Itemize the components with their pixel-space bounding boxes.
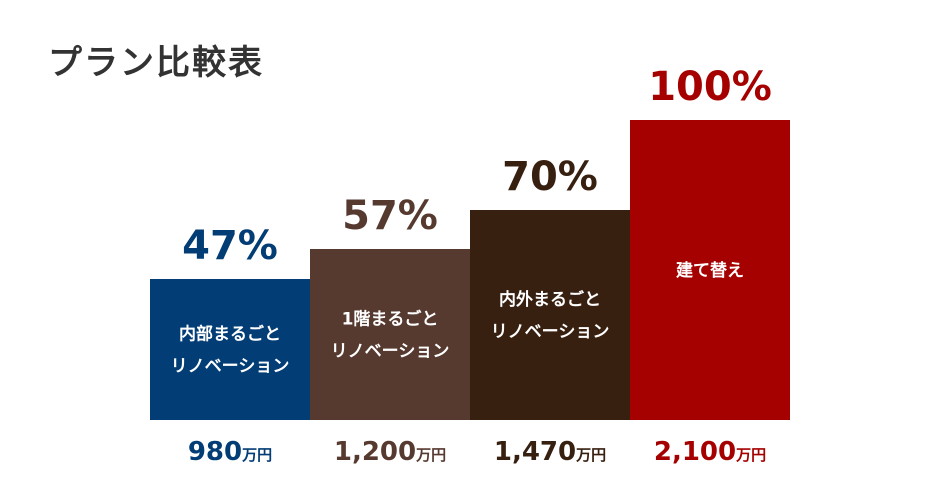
bar xyxy=(150,279,310,420)
price-label: 980万円 xyxy=(188,437,272,467)
price-unit: 万円 xyxy=(415,446,446,464)
price-unit: 万円 xyxy=(735,446,766,464)
category-label-line: 内部まるごと xyxy=(179,324,281,345)
category-label-line: 1階まるごと xyxy=(342,309,439,330)
category-label-line: リノベーション xyxy=(491,322,610,342)
price-amount: 2,100 xyxy=(654,437,736,467)
value-label: 47% xyxy=(182,223,278,269)
category-label: 1階まるごとリノベーション xyxy=(331,309,450,362)
value-label: 57% xyxy=(342,193,438,239)
price-label: 2,100万円 xyxy=(654,437,766,467)
price-amount: 1,200 xyxy=(334,437,416,467)
price-amount: 980 xyxy=(188,437,242,467)
category-label: 建て替え xyxy=(676,260,744,281)
price-unit: 万円 xyxy=(575,446,606,464)
bar xyxy=(310,249,470,420)
category-label: 内外まるごとリノベーション xyxy=(491,289,610,342)
category-label: 内部まるごとリノベーション xyxy=(171,324,290,377)
price-label: 1,200万円 xyxy=(334,437,446,467)
value-label: 70% xyxy=(502,154,598,200)
category-label-line: リノベーション xyxy=(331,342,450,362)
category-label-line: リノベーション xyxy=(171,357,290,377)
page-title: プラン比較表 xyxy=(48,43,264,83)
category-label-line: 内外まるごと xyxy=(499,289,601,310)
price-label: 1,470万円 xyxy=(494,437,606,467)
category-label-line: 建て替え xyxy=(676,260,744,281)
bar xyxy=(630,120,790,420)
bar xyxy=(470,210,630,420)
price-amount: 1,470 xyxy=(494,437,576,467)
value-label: 100% xyxy=(648,64,772,110)
price-unit: 万円 xyxy=(241,446,272,464)
